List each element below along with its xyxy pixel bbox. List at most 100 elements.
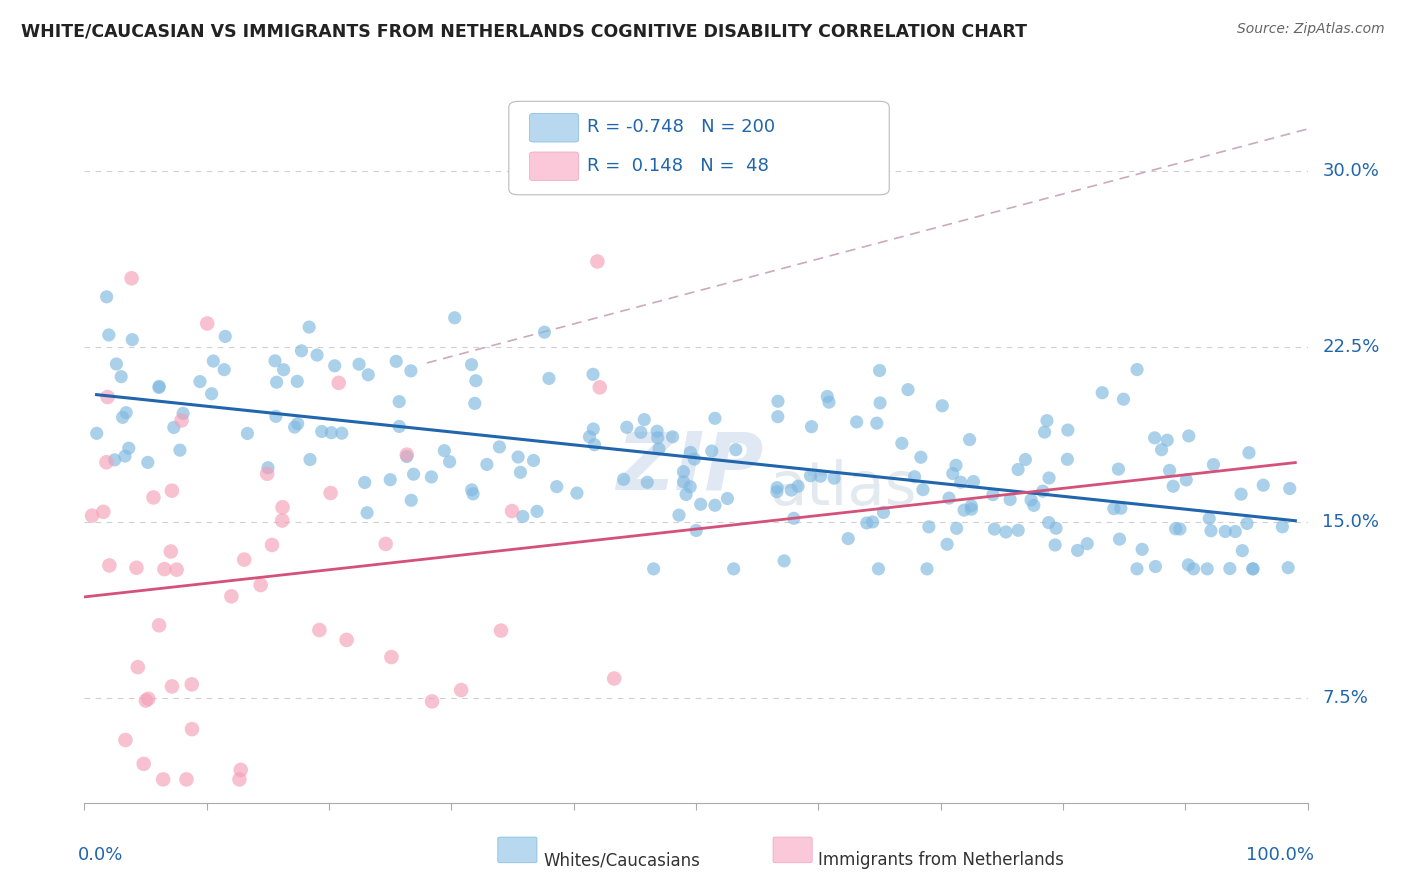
Point xyxy=(125,560,148,574)
Point xyxy=(683,452,706,467)
Point xyxy=(582,368,605,382)
Point xyxy=(1202,458,1225,472)
Point xyxy=(166,563,188,577)
Point xyxy=(565,486,588,500)
Point xyxy=(172,406,194,420)
Text: 15.0%: 15.0% xyxy=(1322,513,1379,531)
Point xyxy=(960,499,983,513)
Point xyxy=(201,386,224,401)
Point xyxy=(810,469,832,483)
Point xyxy=(636,475,658,490)
Text: 22.5%: 22.5% xyxy=(1322,337,1379,356)
Point xyxy=(136,455,159,469)
Point xyxy=(1108,532,1130,546)
Point xyxy=(845,415,868,429)
Point xyxy=(273,363,295,377)
Point xyxy=(1130,542,1153,557)
Point xyxy=(949,475,972,490)
Point xyxy=(1241,562,1264,576)
Point xyxy=(402,467,425,482)
Point xyxy=(643,562,665,576)
Point xyxy=(578,430,600,444)
Point xyxy=(1076,537,1098,551)
Point xyxy=(1045,521,1067,535)
Point xyxy=(159,544,181,558)
Point xyxy=(780,483,803,497)
Point xyxy=(264,409,287,424)
Point xyxy=(945,521,967,535)
Text: 0.0%: 0.0% xyxy=(79,846,124,863)
Point xyxy=(169,443,191,458)
Point xyxy=(97,328,120,343)
Point xyxy=(862,515,884,529)
Point xyxy=(328,376,350,390)
Point xyxy=(1056,452,1078,467)
Point xyxy=(537,371,560,385)
Point xyxy=(266,375,288,389)
Point xyxy=(1032,484,1054,499)
Point xyxy=(1182,562,1205,576)
Point xyxy=(214,329,236,343)
Text: 30.0%: 30.0% xyxy=(1322,162,1379,180)
Point xyxy=(330,426,353,441)
Point xyxy=(374,537,396,551)
Point xyxy=(716,491,738,506)
Point xyxy=(1112,392,1135,407)
Point xyxy=(960,502,983,516)
Point xyxy=(501,504,523,518)
Point xyxy=(97,390,120,404)
Point xyxy=(264,354,287,368)
Point xyxy=(787,479,810,493)
Point xyxy=(104,453,127,467)
Point xyxy=(506,450,529,464)
Point xyxy=(298,320,321,334)
Point xyxy=(685,524,707,538)
Point xyxy=(170,413,193,427)
Point xyxy=(287,417,309,431)
Point xyxy=(142,491,165,505)
Point xyxy=(818,395,841,409)
Point xyxy=(336,632,359,647)
Point xyxy=(114,733,136,747)
Point xyxy=(679,445,702,459)
Point xyxy=(766,409,789,424)
Point xyxy=(163,420,186,434)
FancyBboxPatch shape xyxy=(498,837,537,863)
Point xyxy=(1177,558,1199,572)
Point xyxy=(475,458,498,472)
Point xyxy=(815,390,838,404)
Point xyxy=(800,419,823,434)
Point xyxy=(1230,487,1253,501)
FancyBboxPatch shape xyxy=(773,837,813,863)
Point xyxy=(1277,560,1299,574)
Point xyxy=(582,422,605,436)
Point xyxy=(1161,479,1184,493)
Point xyxy=(630,425,652,440)
Text: atlas: atlas xyxy=(769,459,917,518)
Point xyxy=(180,677,202,691)
Point xyxy=(299,452,322,467)
Point xyxy=(533,325,555,339)
Point xyxy=(111,410,134,425)
Point xyxy=(1197,562,1219,576)
Text: 7.5%: 7.5% xyxy=(1322,689,1368,706)
Point xyxy=(998,492,1021,507)
Point xyxy=(118,441,141,455)
Point xyxy=(1019,493,1042,508)
Point xyxy=(823,471,845,485)
Point xyxy=(450,683,472,698)
Point xyxy=(132,756,155,771)
FancyBboxPatch shape xyxy=(530,113,578,142)
Point xyxy=(323,359,346,373)
Point xyxy=(188,375,211,389)
Point xyxy=(388,394,411,409)
Point xyxy=(160,483,183,498)
Point xyxy=(704,498,727,512)
Point xyxy=(395,450,418,464)
Point xyxy=(181,722,204,736)
Point xyxy=(91,505,114,519)
Point xyxy=(96,290,118,304)
Point xyxy=(1091,385,1114,400)
Point xyxy=(319,486,342,500)
Point xyxy=(1175,473,1198,487)
